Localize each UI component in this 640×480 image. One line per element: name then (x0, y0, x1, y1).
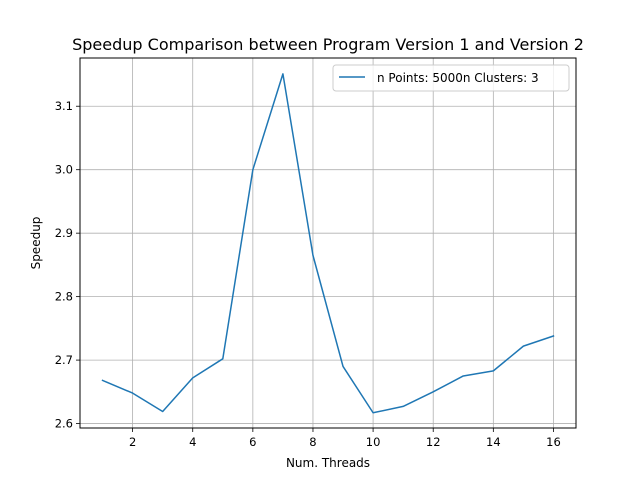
x-axis-label: Num. Threads (286, 456, 370, 470)
y-tick-label: 3.1 (55, 99, 73, 113)
y-tick-label: 2.9 (55, 226, 73, 240)
series-layer (101, 73, 555, 414)
x-tick-label: 14 (486, 435, 501, 449)
plot-frame (79, 57, 577, 429)
y-tick-label: 2.7 (55, 353, 73, 367)
ticks-layer: 2 4 6 8 10 12 14 16 2.6 2.7 2.8 2.9 3.0 3.1 (55, 99, 561, 449)
legend: n Points: 5000n Clusters: 3 (332, 64, 570, 92)
series-line (101, 73, 555, 414)
x-tick-label: 2 (129, 435, 136, 449)
x-tick-label: 4 (189, 435, 196, 449)
x-tick-label: 6 (249, 435, 256, 449)
x-tick-label: 8 (309, 435, 316, 449)
y-axis-label: Speedup (29, 217, 43, 270)
grid-layer (80, 58, 576, 428)
x-tick-label: 16 (546, 435, 561, 449)
legend-series-label: n Points: 5000n Clusters: 3 (377, 71, 539, 85)
chart-title: Speedup Comparison between Program Versi… (72, 35, 584, 54)
legend-box (332, 64, 570, 92)
y-tick-label: 2.6 (55, 417, 73, 431)
x-tick-label: 12 (426, 435, 441, 449)
y-tick-label: 2.8 (55, 290, 73, 304)
x-tick-label: 10 (366, 435, 381, 449)
y-tick-label: 3.0 (55, 163, 73, 177)
